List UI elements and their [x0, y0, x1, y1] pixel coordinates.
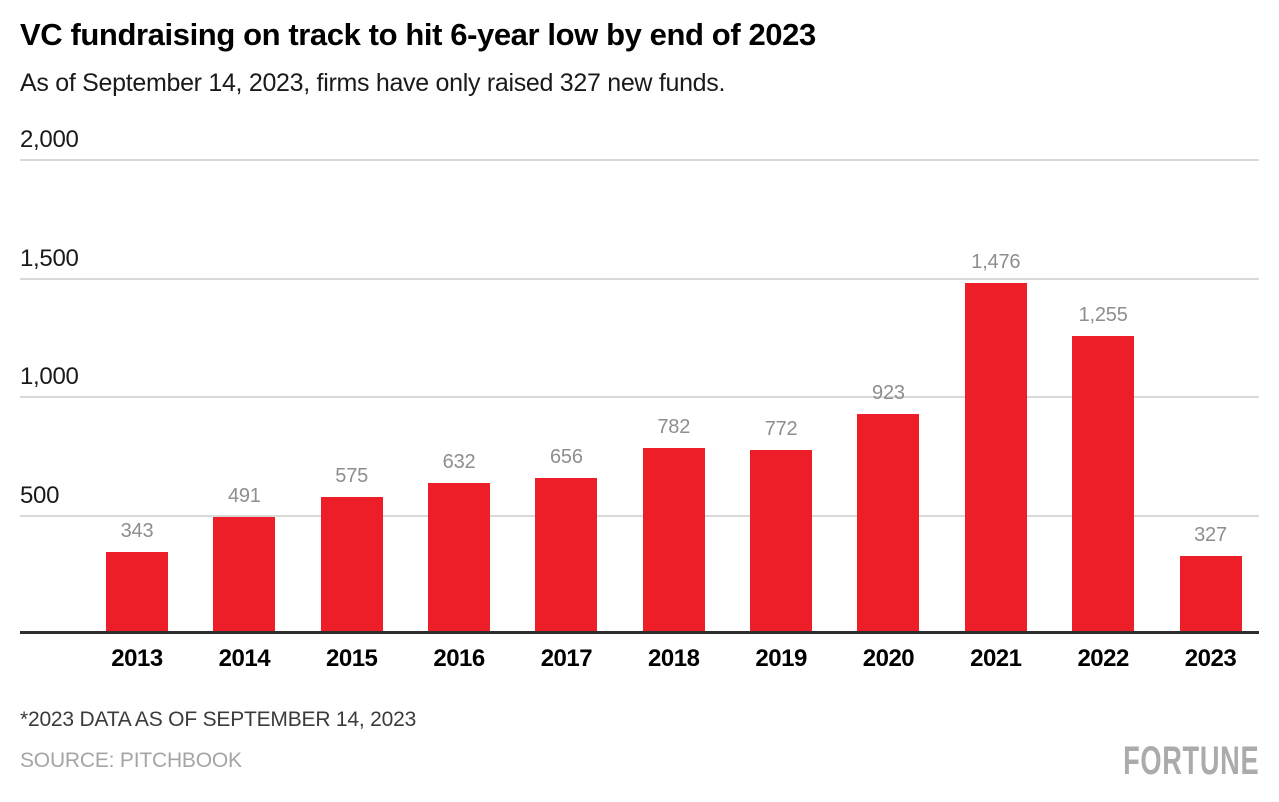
bar-value-label: 1,255 [1078, 304, 1128, 326]
y-gridline [20, 277, 1259, 280]
bar-2018 [642, 448, 705, 633]
x-tick-label: 2021 [970, 645, 1022, 672]
y-tick-label: 500 [20, 481, 60, 509]
bar-value-label: 327 [1194, 524, 1227, 546]
chart-subtitle: As of September 14, 2023, firms have onl… [20, 69, 726, 97]
bar-2022 [1072, 336, 1135, 633]
x-tick-label: 2019 [755, 645, 807, 672]
x-tick-label: 2018 [648, 645, 700, 672]
bar-2021 [964, 283, 1027, 633]
bar-2020 [857, 414, 920, 633]
x-tick-label: 2022 [1077, 645, 1129, 672]
y-tick-label: 1,000 [20, 363, 79, 390]
bar-value-label: 575 [335, 465, 369, 487]
bar-2013 [106, 552, 168, 633]
x-tick-label: 2015 [325, 645, 378, 672]
bar-value-label: 782 [657, 416, 691, 438]
bar-value-label: 772 [764, 418, 798, 440]
x-tick-label: 2016 [433, 645, 485, 672]
y-gridline [20, 514, 1259, 517]
bar-2017 [535, 478, 598, 633]
y-tick-label: 2,000 [20, 126, 79, 153]
bar-2015 [320, 497, 383, 633]
bar-2016 [428, 483, 491, 633]
x-tick-label: 2023 [1184, 645, 1237, 672]
x-tick-label: 2017 [540, 645, 593, 672]
chart-title: VC fundraising on track to hit 6-year lo… [20, 17, 816, 52]
y-gridline [20, 159, 1259, 161]
bar-value-label: 656 [550, 446, 583, 468]
bar-2014 [213, 517, 276, 633]
bar-value-label: 491 [227, 485, 261, 507]
chart-footnote: *2023 DATA AS OF SEPTEMBER 14, 2023 [20, 708, 417, 731]
bar-value-label: 343 [120, 520, 154, 542]
y-tick-label: 1,500 [20, 244, 79, 272]
bar-value-label: 923 [872, 382, 905, 404]
x-tick-label: 2013 [111, 645, 163, 672]
bar-value-label: 632 [442, 451, 476, 473]
bar-2023 [1179, 556, 1242, 633]
y-gridline [20, 396, 1259, 398]
bar-chart-plot: 2,000 1,500 1,000 500 343 2013 491 2014 575 2015 6… [20, 128, 1259, 671]
bar-value-label: 1,476 [971, 251, 1021, 273]
x-axis-baseline [20, 631, 1259, 634]
x-tick-label: 2020 [862, 645, 915, 672]
x-tick-label: 2014 [218, 645, 271, 672]
bar-2019 [750, 450, 813, 633]
fortune-logo: FORTUNE [1122, 739, 1259, 783]
chart-source: SOURCE: PITCHBOOK [20, 749, 242, 772]
